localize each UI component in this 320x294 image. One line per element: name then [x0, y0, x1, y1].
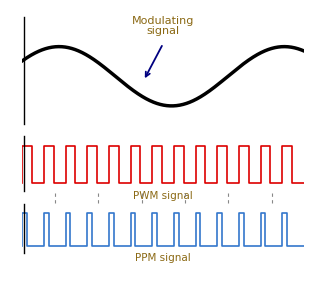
- Text: PWM signal: PWM signal: [133, 191, 193, 201]
- Text: signal: signal: [147, 26, 180, 36]
- Text: Modulating: Modulating: [132, 16, 194, 26]
- Text: PPM signal: PPM signal: [135, 253, 191, 263]
